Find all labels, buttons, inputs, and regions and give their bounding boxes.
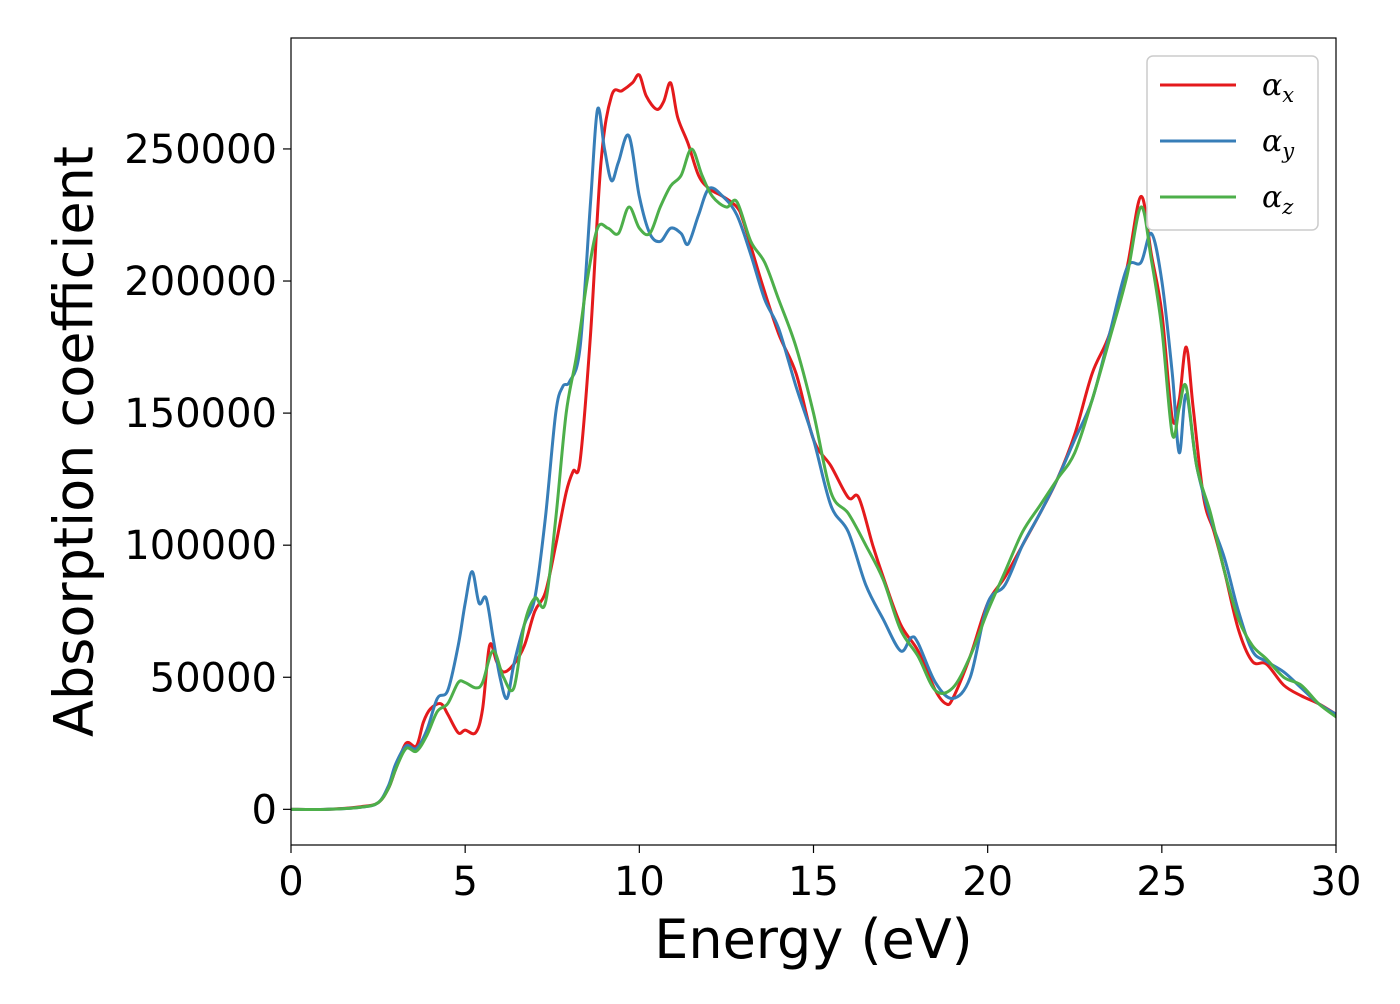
y-tick-label: 250000 <box>124 127 277 173</box>
x-axis-label: Energy (eV) <box>654 908 973 971</box>
y-axis-label: Absorption coefficient <box>43 146 106 737</box>
legend-label: αz <box>1262 180 1294 219</box>
y-tick-label: 150000 <box>124 391 277 437</box>
legend-item-x: αx <box>1160 68 1294 107</box>
legend: αx αy αz <box>1146 55 1319 231</box>
x-tick-label: 25 <box>1136 859 1187 905</box>
y-tick-label: 50000 <box>150 655 277 701</box>
x-axis-ticks: 0 5 10 15 20 25 30 <box>278 845 1361 905</box>
y-axis-ticks: 0 50000 100000 150000 200000 250000 <box>124 127 291 833</box>
x-tick-label: 10 <box>614 859 665 905</box>
legend-label: αy <box>1262 124 1295 163</box>
x-tick-label: 0 <box>278 859 303 905</box>
x-tick-label: 30 <box>1311 859 1362 905</box>
legend-item-y: αy <box>1160 124 1295 163</box>
y-tick-label: 0 <box>252 787 277 833</box>
series-line-x <box>291 73 1336 812</box>
x-tick-label: 5 <box>452 859 477 905</box>
x-tick-label: 15 <box>788 859 839 905</box>
series-line-z <box>291 147 1336 811</box>
series-line-y <box>291 106 1336 811</box>
series-layer <box>291 73 1336 812</box>
y-tick-label: 200000 <box>124 259 277 305</box>
x-tick-label: 20 <box>962 859 1013 905</box>
legend-item-z: αz <box>1160 180 1294 219</box>
y-tick-label: 100000 <box>124 523 277 569</box>
legend-box <box>1146 55 1319 231</box>
legend-label: αx <box>1262 68 1294 107</box>
